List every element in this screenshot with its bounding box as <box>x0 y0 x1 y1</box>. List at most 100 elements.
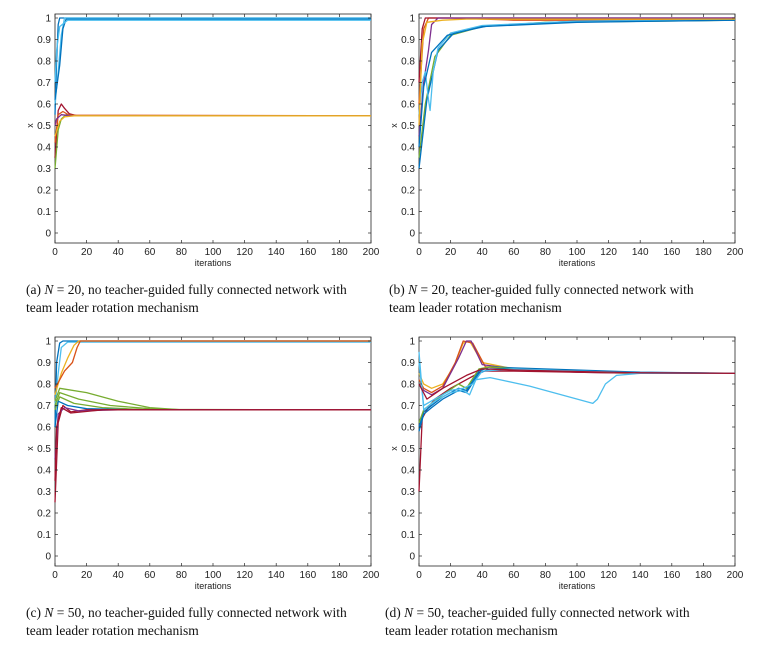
x-tick-label-b: 20 <box>445 247 457 258</box>
x-tick-label-b: 160 <box>663 247 680 258</box>
caption-c-prefix: (c) <box>26 605 41 620</box>
y-tick-label-c: 0.7 <box>37 401 51 412</box>
series-line-a-agent-3 <box>54 18 371 100</box>
y-tick-label-d: 0 <box>409 552 415 563</box>
y-axis-label-d: x <box>389 446 399 451</box>
x-tick-label-c: 60 <box>144 570 156 581</box>
plot-frame-a <box>54 13 372 244</box>
x-tick-label-c: 40 <box>113 570 125 581</box>
y-tick-label-b: 0.2 <box>401 186 415 197</box>
caption-b-n-label: N <box>408 282 418 297</box>
y-tick-label-b: 0.7 <box>401 78 415 89</box>
y-tick-label-d: 0.1 <box>401 530 415 541</box>
y-tick-label-d: 0.2 <box>401 509 415 520</box>
y-tick-label-a: 0 <box>45 229 51 240</box>
y-tick-label-b: 0.3 <box>401 164 415 175</box>
x-tick-label-c: 100 <box>205 570 222 581</box>
caption-a-n-label: N <box>44 282 54 297</box>
x-tick-label-a: 40 <box>113 247 125 258</box>
y-tick-label-b: 0.9 <box>401 35 415 46</box>
x-tick-label-a: 120 <box>236 247 253 258</box>
x-tick-label-a: 80 <box>176 247 188 258</box>
x-tick-label-b: 40 <box>477 247 489 258</box>
y-axis-label-c: x <box>25 446 35 451</box>
caption-a-line2: team leader rotation mechanism <box>26 300 199 315</box>
x-tick-label-d: 60 <box>508 570 520 581</box>
y-tick-label-b: 0.5 <box>401 121 415 132</box>
series-line-b-agent-6 <box>418 19 736 115</box>
series-line-b-agent-7 <box>418 19 736 148</box>
y-tick-label-a: 0.5 <box>37 121 51 132</box>
series-line-a-agent-9 <box>54 115 371 137</box>
y-tick-label-d: 0.5 <box>401 444 415 455</box>
series-line-d-agent-5 <box>418 366 736 428</box>
x-tick-label-d: 140 <box>632 570 649 581</box>
caption-d-line1: (d) N = 50, teacher-guided fully connect… <box>385 604 690 621</box>
x-tick-label-a: 160 <box>299 247 316 258</box>
caption-c-n-label: N <box>44 605 54 620</box>
y-tick-label-a: 0.3 <box>37 164 51 175</box>
x-tick-label-a: 20 <box>81 247 93 258</box>
caption-c-line2: team leader rotation mechanism <box>26 623 199 638</box>
y-tick-label-d: 0.8 <box>401 380 415 391</box>
x-tick-label-a: 180 <box>331 247 348 258</box>
x-axis-label-d: iterations <box>559 581 596 591</box>
series-line-c-agent-11 <box>54 406 371 481</box>
caption-b-line1: (b) N = 20, teacher-guided fully connect… <box>389 281 694 298</box>
x-tick-label-c: 80 <box>176 570 188 581</box>
y-tick-label-b: 1 <box>409 14 415 25</box>
x-tick-label-d: 180 <box>695 570 712 581</box>
y-tick-label-a: 0.6 <box>37 100 51 111</box>
caption-b-n-value: = 20, teacher-guided fully connected net… <box>417 282 694 297</box>
y-tick-label-b: 0.1 <box>401 207 415 218</box>
x-tick-label-b: 100 <box>569 247 586 258</box>
y-tick-label-c: 0.5 <box>37 444 51 455</box>
y-tick-label-c: 0.8 <box>37 380 51 391</box>
x-tick-label-b: 120 <box>600 247 617 258</box>
y-tick-label-d: 1 <box>409 337 415 348</box>
x-axis-label-a: iterations <box>195 258 232 268</box>
series-group-b <box>418 17 736 169</box>
y-tick-label-a: 0.7 <box>37 78 51 89</box>
x-tick-label-b: 200 <box>727 247 744 258</box>
y-tick-label-c: 1 <box>45 337 51 348</box>
subplot-d: 0 20 40 60 80 100 120 140 160 180 200 0 0.1 0.2 0.3 0.4… <box>389 337 744 592</box>
caption-d-n-label: N <box>404 605 414 620</box>
y-tick-label-a: 0.4 <box>37 143 51 154</box>
y-tick-label-d: 0.7 <box>401 401 415 412</box>
x-tick-label-a: 140 <box>268 247 285 258</box>
y-tick-label-a: 0.8 <box>37 57 51 68</box>
y-tick-label-b: 0.4 <box>401 143 415 154</box>
y-tick-label-b: 0.6 <box>401 100 415 111</box>
series-line-b-agent-8 <box>418 18 735 126</box>
x-tick-label-d: 160 <box>663 570 680 581</box>
x-axis-label-c: iterations <box>195 581 232 591</box>
x-tick-label-b: 140 <box>632 247 649 258</box>
y-tick-label-a: 0.1 <box>37 207 51 218</box>
plot-frame-d <box>418 336 736 567</box>
y-tick-label-d: 0.4 <box>401 466 415 477</box>
series-line-d-agent-8 <box>418 351 735 411</box>
x-tick-label-d: 120 <box>600 570 617 581</box>
caption-d-n-value: = 50, teacher-guided fully connected net… <box>413 605 690 620</box>
y-tick-label-b: 0 <box>409 229 415 240</box>
x-tick-label-c: 120 <box>236 570 253 581</box>
y-tick-label-a: 1 <box>45 14 51 25</box>
series-line-d-agent-10 <box>418 368 736 400</box>
x-tick-label-a: 200 <box>363 247 380 258</box>
y-tick-label-d: 0.6 <box>401 423 415 434</box>
x-tick-label-c: 140 <box>268 570 285 581</box>
y-tick-label-c: 0.1 <box>37 530 51 541</box>
x-axis-label-b: iterations <box>559 258 596 268</box>
y-tick-label-c: 0.9 <box>37 358 51 369</box>
y-tick-label-a: 0.9 <box>37 35 51 46</box>
x-tick-label-c: 200 <box>363 570 380 581</box>
caption-a-n-value: = 20, no teacher-guided fully connected … <box>53 282 347 297</box>
x-tick-label-b: 60 <box>508 247 520 258</box>
caption-a-prefix: (a) <box>26 282 41 297</box>
y-tick-label-d: 0.9 <box>401 358 415 369</box>
x-tick-label-c: 160 <box>299 570 316 581</box>
caption-b-line2: team leader rotation mechanism <box>389 300 562 315</box>
subplot-c: 0 20 40 60 80 100 120 140 160 180 200 0 0.1 0.2 0.3 0.4… <box>25 337 380 592</box>
caption-d-prefix: (d) <box>385 605 401 620</box>
